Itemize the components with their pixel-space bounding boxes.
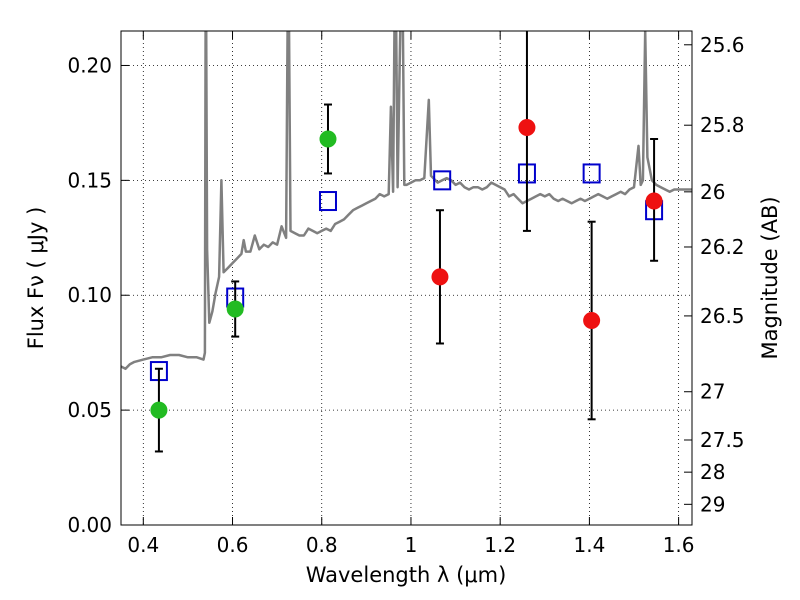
spectrum-line bbox=[121, 31, 692, 371]
plot-frame bbox=[120, 30, 693, 526]
y-tick-label: 0.10 bbox=[67, 283, 112, 307]
spectrum-layer bbox=[121, 31, 692, 371]
data-point bbox=[319, 130, 337, 148]
x-axis-label: Wavelength λ (μm) bbox=[306, 563, 507, 587]
y-tick-label: 0.15 bbox=[67, 168, 112, 192]
y-axis-label-right: Magnitude (AB) bbox=[758, 196, 782, 359]
data-point bbox=[583, 312, 601, 330]
y-tick-label: 0.00 bbox=[67, 513, 112, 537]
x-tick-label: 0.6 bbox=[217, 533, 249, 557]
right-tick-label: 27.5 bbox=[700, 428, 745, 452]
x-tick-label: 1.2 bbox=[484, 533, 516, 557]
right-tick-label: 26 bbox=[700, 180, 725, 204]
x-tick-label: 1.4 bbox=[573, 533, 605, 557]
model-point bbox=[318, 191, 337, 212]
right-tick-label: 29 bbox=[700, 492, 725, 516]
marker-layer bbox=[149, 31, 664, 453]
data-point bbox=[226, 300, 244, 318]
data-point bbox=[645, 192, 663, 210]
x-tick-label: 0.8 bbox=[306, 533, 338, 557]
model-point bbox=[433, 170, 452, 191]
ticks: 0.4 0.6 0.8 1 1.2 1.4 1.6 0.00 0.05 0.10 0.15 0.20 2… bbox=[67, 31, 745, 557]
right-tick-label: 26.2 bbox=[700, 235, 745, 259]
right-tick-label: 28 bbox=[700, 460, 725, 484]
y-tick-label: 0.20 bbox=[67, 53, 112, 77]
x-tick-label: 1 bbox=[405, 533, 418, 557]
y-axis-label: Flux Fν ( μJy ) bbox=[24, 207, 48, 350]
data-point bbox=[150, 401, 168, 419]
right-tick-label: 25.6 bbox=[700, 33, 745, 57]
x-tick-label: 1.6 bbox=[663, 533, 695, 557]
y-tick-label: 0.05 bbox=[67, 398, 112, 422]
model-point bbox=[582, 163, 601, 184]
data-point bbox=[518, 119, 536, 137]
right-tick-label: 26.5 bbox=[700, 304, 745, 328]
x-tick-label: 0.4 bbox=[127, 533, 159, 557]
right-tick-label: 25.8 bbox=[700, 113, 745, 137]
data-point bbox=[431, 268, 449, 286]
right-tick-label: 27 bbox=[700, 380, 725, 404]
